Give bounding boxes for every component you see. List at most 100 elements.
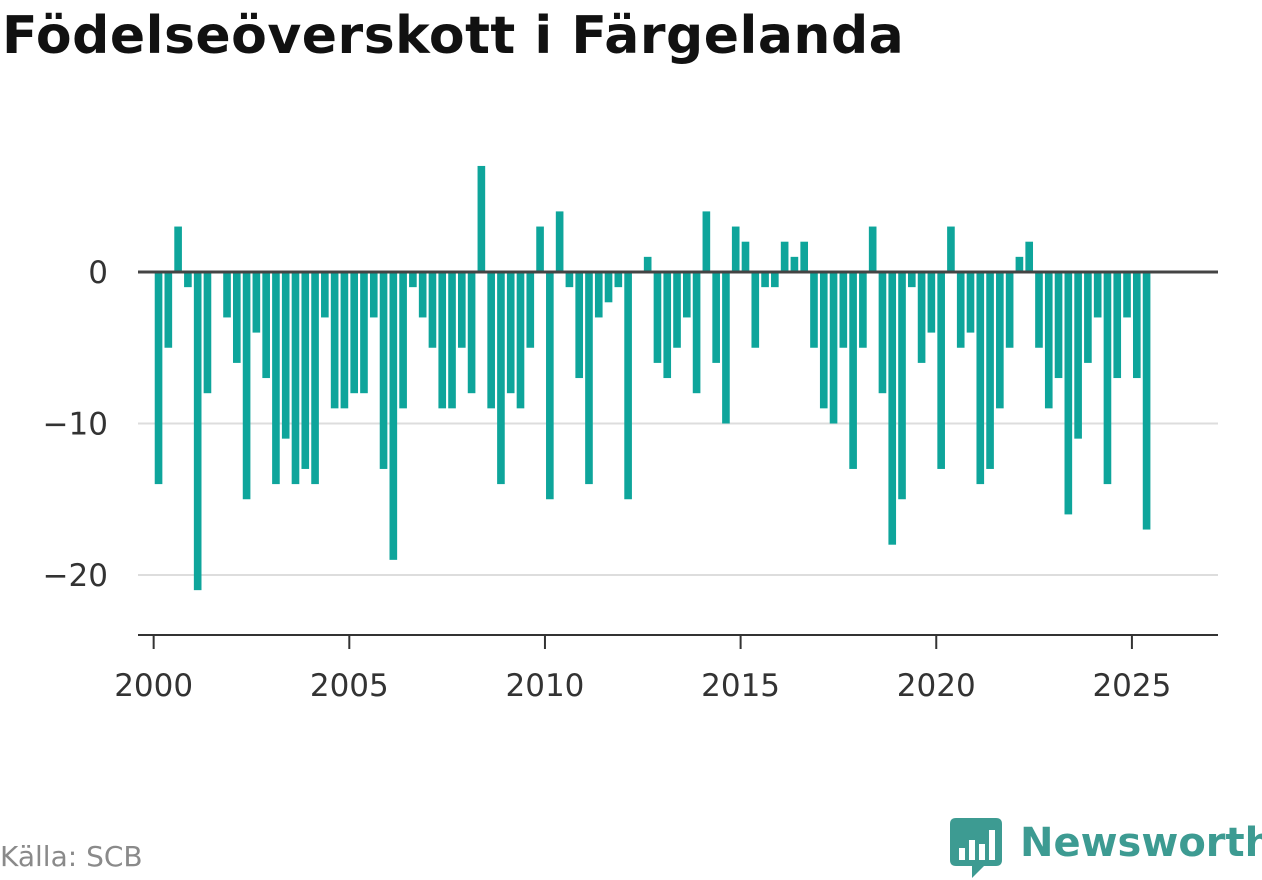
bar — [956, 272, 965, 348]
bar — [184, 272, 192, 288]
bar — [682, 272, 691, 318]
bar — [223, 272, 231, 318]
y-axis-tick-labels: 0 −10 −20 — [43, 255, 108, 594]
bar — [399, 272, 407, 409]
bar — [604, 272, 613, 303]
bar — [242, 272, 251, 500]
bar — [1025, 241, 1034, 272]
bar — [438, 272, 447, 409]
bar — [927, 272, 936, 333]
bar — [516, 272, 525, 409]
bar — [712, 272, 720, 363]
bar — [428, 272, 437, 348]
bar — [321, 272, 329, 318]
bars — [154, 165, 1151, 591]
y-tick-label: −20 — [43, 558, 108, 594]
bar — [907, 272, 916, 288]
bar — [418, 272, 427, 318]
bar — [546, 272, 554, 500]
bar — [751, 272, 760, 348]
y-tick-label: −10 — [43, 407, 108, 443]
bar — [1064, 272, 1073, 515]
bar — [291, 272, 300, 485]
bar — [731, 226, 740, 272]
x-tick-label: 2020 — [897, 668, 976, 704]
bar — [340, 272, 349, 409]
bar — [360, 272, 368, 394]
bar — [888, 272, 897, 545]
bar — [497, 272, 505, 485]
bar — [643, 256, 652, 272]
bar — [174, 226, 182, 272]
bar — [947, 226, 955, 272]
newsworthy-logo-icon — [950, 818, 1002, 878]
bar — [976, 272, 985, 485]
bar — [1074, 272, 1082, 439]
x-tick-label: 2000 — [114, 668, 193, 704]
bar — [986, 272, 994, 469]
x-axis: 2000 2005 2010 2015 2020 2025 — [114, 634, 1218, 704]
bar — [780, 241, 789, 272]
bar — [1093, 272, 1102, 318]
bar — [555, 211, 564, 272]
bar — [203, 272, 212, 394]
bar — [526, 272, 535, 348]
brand-name: Newsworthy — [1020, 820, 1262, 866]
bar — [1103, 272, 1112, 485]
bar — [810, 272, 818, 348]
source-label: Källa: SCB — [0, 840, 143, 873]
bar — [868, 226, 877, 272]
bar — [966, 272, 975, 333]
bar — [898, 272, 906, 500]
bar — [1015, 256, 1024, 272]
bar — [350, 272, 359, 394]
bar — [506, 272, 515, 394]
bar — [585, 272, 593, 485]
bar — [369, 272, 378, 318]
bar — [663, 272, 672, 379]
bar — [839, 272, 848, 348]
bar — [653, 272, 662, 363]
bar — [594, 272, 603, 318]
bar — [741, 241, 750, 272]
bar — [467, 272, 476, 394]
bar — [1132, 272, 1141, 379]
x-tick-label: 2015 — [701, 668, 780, 704]
bar — [702, 211, 711, 272]
bar — [330, 272, 339, 409]
gridlines — [138, 422, 1218, 576]
bar — [1005, 272, 1014, 348]
bar — [575, 272, 584, 379]
bar — [917, 272, 926, 363]
bar — [389, 272, 398, 560]
bar — [379, 272, 388, 469]
bar — [1035, 272, 1043, 348]
bar — [457, 272, 466, 348]
bar — [673, 272, 681, 348]
bar — [761, 272, 769, 288]
bar — [1084, 272, 1092, 363]
bar — [996, 272, 1004, 409]
bar — [252, 272, 261, 333]
bar — [1142, 272, 1151, 530]
bar — [790, 256, 799, 272]
bar — [624, 272, 632, 500]
x-tick-label: 2010 — [506, 668, 585, 704]
bar — [409, 272, 417, 288]
bar — [819, 272, 828, 409]
bar — [692, 272, 701, 394]
bar — [281, 272, 290, 439]
bar — [1054, 272, 1063, 379]
bar — [232, 272, 241, 363]
bar — [565, 272, 574, 288]
x-tick-label: 2005 — [310, 668, 389, 704]
bar — [272, 272, 280, 485]
bar — [878, 272, 887, 394]
bar — [311, 272, 319, 485]
brand-logo: Newsworthy — [950, 818, 1262, 880]
bar — [193, 272, 202, 591]
bar — [614, 272, 623, 288]
bar — [262, 272, 270, 379]
bar — [536, 226, 544, 272]
